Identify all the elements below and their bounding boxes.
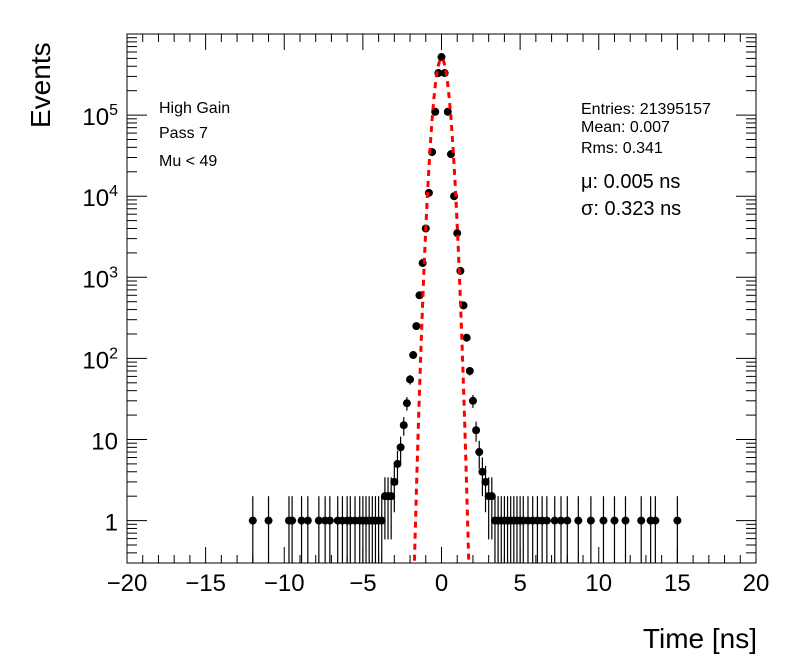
fit-mu: μ: 0.005 ns bbox=[581, 171, 680, 193]
x-tick-label: −20 bbox=[107, 570, 148, 597]
data-point bbox=[481, 477, 490, 486]
x-tick-label: −15 bbox=[185, 570, 226, 597]
x-tick-labels: −20 −15 −10 −5 0 5 10 15 20 bbox=[107, 570, 770, 597]
x-axis-label: Time [ns] bbox=[643, 623, 757, 654]
stats-box: Entries: 21395157 Mean: 0.007 Rms: 0.341… bbox=[581, 101, 711, 220]
data-point bbox=[387, 492, 396, 501]
data-point bbox=[610, 516, 619, 525]
data-point bbox=[325, 516, 334, 525]
data-point bbox=[621, 516, 630, 525]
annotation-pass: Pass 7 bbox=[159, 125, 208, 142]
x-tick-label: 15 bbox=[664, 570, 691, 597]
data-point bbox=[297, 516, 306, 525]
x-tick-label: −10 bbox=[264, 570, 305, 597]
data-point bbox=[586, 516, 595, 525]
data-point bbox=[248, 516, 257, 525]
data-point bbox=[465, 366, 474, 375]
stats-entries: Entries: 21395157 bbox=[581, 101, 711, 118]
data-point bbox=[563, 516, 572, 525]
data-point bbox=[399, 421, 408, 430]
x-tick-label: 10 bbox=[585, 570, 612, 597]
data-point bbox=[396, 443, 405, 452]
data-point bbox=[462, 333, 471, 342]
data-point bbox=[415, 291, 424, 300]
data-point bbox=[468, 396, 477, 405]
data-point bbox=[409, 351, 418, 360]
x-tick-label: 20 bbox=[743, 570, 770, 597]
y-tick-label: 105 bbox=[82, 102, 118, 131]
data-point bbox=[264, 516, 273, 525]
gaussian-fit-curve bbox=[412, 56, 471, 561]
data-point bbox=[390, 477, 399, 486]
data-point bbox=[288, 516, 297, 525]
data-point bbox=[599, 516, 608, 525]
annotation-high-gain: High Gain bbox=[159, 100, 230, 117]
data-point bbox=[406, 375, 415, 384]
data-point bbox=[542, 516, 551, 525]
x-tick-label: −5 bbox=[349, 570, 376, 597]
stats-rms: Rms: 0.341 bbox=[581, 140, 663, 157]
y-tick-label: 10 bbox=[91, 428, 118, 455]
data-point bbox=[314, 516, 323, 525]
data-point bbox=[402, 399, 411, 408]
stats-mean: Mean: 0.007 bbox=[581, 119, 670, 136]
data-point bbox=[557, 516, 566, 525]
annotation-mu: Mu < 49 bbox=[159, 153, 217, 170]
data-point bbox=[475, 448, 484, 457]
y-tick-label: 102 bbox=[82, 345, 118, 374]
data-point bbox=[637, 516, 646, 525]
data-point bbox=[303, 516, 312, 525]
data-point bbox=[393, 459, 402, 468]
y-tick-label: 103 bbox=[82, 264, 118, 293]
data-point bbox=[574, 516, 583, 525]
data-point bbox=[673, 516, 682, 525]
data-point bbox=[478, 467, 487, 476]
y-tick-label: 1 bbox=[105, 510, 118, 537]
data-point bbox=[487, 492, 496, 501]
y-axis-label: Events bbox=[25, 42, 56, 128]
fit-sigma: σ: 0.323 ns bbox=[581, 198, 681, 220]
data-point bbox=[472, 426, 481, 435]
data-point bbox=[550, 516, 559, 525]
data-point bbox=[453, 229, 462, 238]
data-point bbox=[377, 516, 386, 525]
data-points bbox=[248, 53, 682, 563]
y-tick-labels: 1 10 102 103 104 105 bbox=[82, 102, 118, 536]
data-point bbox=[412, 322, 421, 331]
left-annotations: High Gain Pass 7 Mu < 49 bbox=[159, 100, 230, 170]
x-tick-label: 5 bbox=[513, 570, 526, 597]
data-point bbox=[443, 107, 452, 116]
x-tick-label: 0 bbox=[435, 570, 448, 597]
data-point bbox=[437, 53, 446, 62]
y-tick-label: 104 bbox=[82, 183, 118, 212]
data-point bbox=[651, 516, 660, 525]
